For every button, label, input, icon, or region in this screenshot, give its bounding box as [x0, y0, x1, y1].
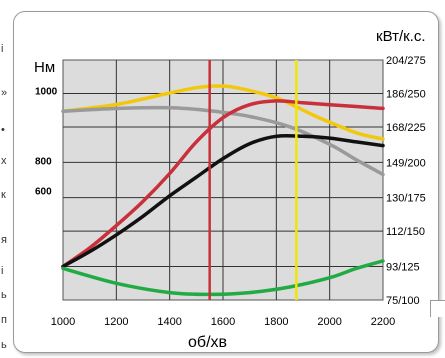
y-left-tick-label: 1000	[35, 87, 58, 98]
x-tick-label: 1200	[104, 316, 128, 328]
y-left-unit-label: Нм	[34, 59, 55, 76]
y-left-tick-label: 600	[35, 187, 52, 198]
x-tick-labels: 1000 1200 1400 1600 1800 2000 2200	[51, 316, 395, 328]
y-left-tick-label: 800	[35, 157, 52, 168]
y-right-unit-label: кВт/к.с.	[376, 28, 426, 45]
y-left-tick-labels: 1000 800 600	[35, 87, 58, 198]
x-tick-label: 1000	[51, 316, 75, 328]
y-right-tick-label: 186/250	[386, 88, 426, 100]
y-right-tick-label: 112/150	[386, 226, 425, 238]
x-tick-label: 2200	[371, 316, 395, 328]
x-tick-label: 1400	[157, 316, 181, 328]
y-right-tick-label: 204/275	[386, 55, 426, 67]
y-right-tick-label: 93/125	[386, 262, 420, 274]
y-right-tick-label: 130/175	[386, 193, 426, 205]
y-right-tick-label: 75/100	[386, 295, 420, 307]
x-tick-label: 1600	[211, 316, 235, 328]
y-right-tick-label: 149/200	[386, 157, 426, 169]
x-tick-label: 2000	[317, 316, 341, 328]
y-right-tick-label: 168/225	[386, 122, 426, 134]
x-axis-label: об/хв	[188, 334, 227, 351]
y-right-tick-labels: 204/275 186/250 168/225 149/200 130/175 112/1…	[386, 55, 426, 307]
x-tick-label: 1800	[264, 316, 288, 328]
